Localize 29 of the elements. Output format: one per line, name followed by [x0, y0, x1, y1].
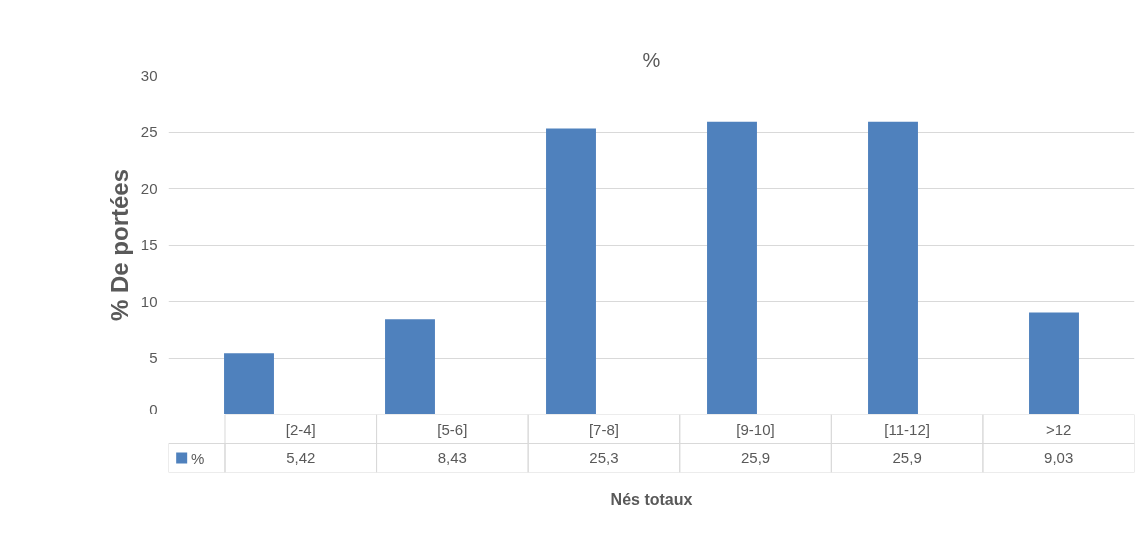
- data-label: 25,9: [892, 449, 922, 466]
- bar: [546, 128, 596, 414]
- data-label: 25,3: [589, 449, 619, 466]
- x-tick-label: [7-8]: [588, 420, 619, 438]
- x-tick-label: [2-4]: [285, 420, 316, 438]
- y-tick-label: 10: [140, 292, 158, 310]
- bar: [868, 121, 918, 414]
- data-label: 9,03: [1044, 449, 1074, 466]
- y-tick-label: 25: [140, 123, 158, 140]
- bar: [385, 319, 435, 414]
- data-label: 8,43: [437, 449, 467, 466]
- bar: [224, 353, 274, 414]
- x-tick-label: >12: [1045, 420, 1072, 438]
- y-axis-title: % De portées: [105, 168, 133, 322]
- y-tick-label: 5: [149, 349, 158, 366]
- bar: [707, 121, 757, 414]
- bar: [1029, 312, 1079, 414]
- data-label: 5,42: [286, 449, 316, 466]
- x-tick-label: [9-10]: [736, 420, 775, 438]
- y-tick-label: 30: [140, 66, 158, 84]
- y-tick-label: 15: [140, 236, 158, 253]
- data-label: 25,9: [740, 449, 771, 466]
- y-tick-label: 20: [140, 179, 158, 197]
- legend-label: %: [191, 449, 205, 467]
- y-tick-label: 0: [149, 400, 158, 418]
- x-tick-label: [11-12]: [884, 420, 930, 438]
- chart-title: %: [642, 48, 661, 71]
- x-axis-title: Nés totaux: [610, 490, 693, 508]
- x-tick-label: [5-6]: [437, 420, 468, 438]
